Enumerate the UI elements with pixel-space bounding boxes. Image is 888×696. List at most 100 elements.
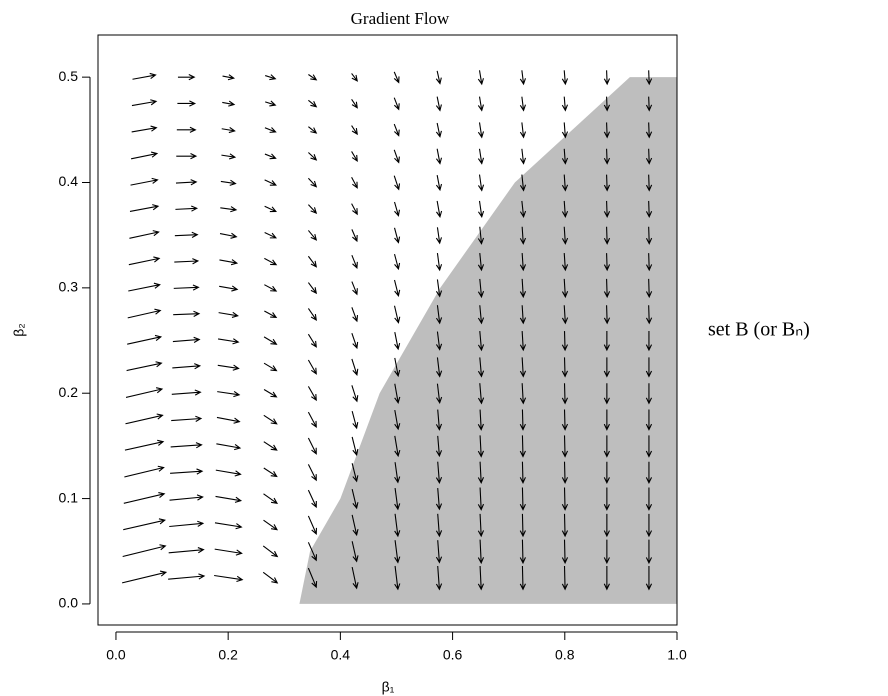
arrow — [603, 70, 611, 86]
arrow — [393, 227, 401, 244]
arrow — [435, 279, 443, 298]
arrow — [393, 201, 400, 217]
arrow — [263, 467, 278, 478]
arrow — [123, 491, 166, 504]
arrow — [127, 308, 162, 319]
arrow — [603, 122, 611, 139]
arrow — [477, 331, 485, 352]
arrow — [124, 465, 165, 478]
arrow — [219, 259, 239, 266]
arrow — [645, 566, 653, 591]
arrow — [603, 226, 611, 245]
arrow — [477, 278, 485, 299]
arrow — [603, 409, 610, 431]
arrow — [477, 565, 485, 591]
arrow — [130, 151, 159, 160]
arrow — [263, 362, 278, 372]
arrow — [351, 385, 359, 403]
arrow — [477, 226, 485, 245]
arrow — [393, 97, 400, 111]
arrow — [645, 174, 653, 192]
arrow — [217, 338, 240, 345]
arrow — [393, 254, 401, 271]
arrow — [307, 359, 317, 375]
arrow — [171, 389, 202, 396]
arrow — [173, 310, 201, 317]
arrow — [175, 205, 199, 212]
arrow — [217, 390, 241, 398]
arrow — [561, 461, 569, 485]
arrow — [263, 519, 279, 531]
arrow — [645, 96, 653, 112]
arrow — [603, 96, 611, 112]
arrow — [215, 469, 242, 477]
arrow — [393, 279, 401, 297]
arrow — [307, 255, 318, 268]
arrow — [124, 439, 165, 451]
arrow — [351, 410, 359, 430]
arrow — [307, 567, 318, 589]
arrow — [262, 571, 279, 584]
arrow — [561, 487, 569, 511]
arrow — [435, 409, 443, 431]
arrow — [168, 573, 206, 580]
arrow — [217, 364, 240, 371]
y-tick-label: 0.5 — [59, 68, 79, 84]
arrow — [477, 383, 485, 405]
arrow — [645, 435, 653, 458]
arrow — [308, 74, 318, 81]
arrow — [307, 464, 317, 482]
arrow — [264, 257, 278, 266]
arrow — [172, 336, 201, 343]
arrow — [561, 565, 569, 591]
arrow — [394, 435, 401, 458]
arrow — [351, 358, 359, 376]
arrow — [435, 435, 443, 458]
arrow — [603, 487, 610, 511]
arrow — [394, 409, 401, 431]
arrow — [220, 179, 237, 186]
arrow — [603, 435, 610, 458]
arrow — [214, 548, 243, 556]
arrow — [394, 487, 401, 511]
arrow — [175, 179, 198, 186]
arrow — [603, 331, 610, 352]
arrow — [645, 487, 653, 511]
arrow — [264, 127, 277, 133]
arrow — [307, 542, 318, 562]
arrow — [435, 461, 443, 485]
arrow — [435, 383, 443, 404]
arrow — [477, 487, 485, 511]
arrow — [263, 389, 278, 398]
arrow — [645, 461, 653, 485]
y-tick-label: 0.1 — [59, 489, 79, 505]
arrow — [645, 305, 653, 325]
arrow — [351, 151, 358, 162]
arrow — [561, 331, 569, 352]
arrow — [264, 153, 277, 160]
plot-frame — [97, 34, 678, 626]
x-axis-label: β₁ — [382, 679, 395, 695]
arrow — [307, 230, 318, 241]
arrow — [264, 205, 277, 213]
arrow — [221, 126, 236, 134]
arrow — [351, 436, 359, 457]
y-tick-label: 0.3 — [59, 279, 79, 295]
arrow — [561, 305, 569, 325]
arrow — [603, 253, 611, 272]
arrow — [645, 253, 653, 272]
arrow — [351, 332, 359, 350]
arrow — [603, 357, 610, 378]
arrow — [176, 153, 198, 160]
arrow — [435, 227, 443, 245]
arrow — [561, 174, 569, 192]
arrow — [645, 409, 653, 431]
arrow — [393, 305, 401, 324]
arrow — [215, 495, 243, 503]
arrow — [171, 415, 203, 422]
arrow — [351, 254, 358, 270]
arrow — [307, 489, 317, 509]
arrow — [351, 281, 358, 296]
arrow — [435, 96, 442, 112]
